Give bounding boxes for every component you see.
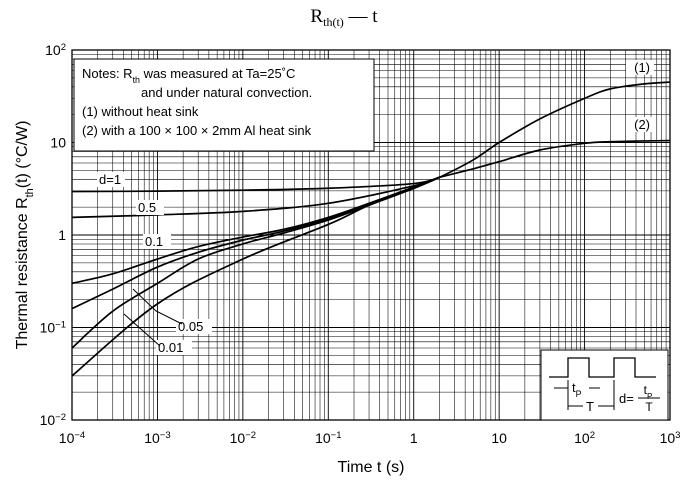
y-tick-label: 10 <box>50 135 66 151</box>
series-line-01 <box>71 176 440 285</box>
curve-label-bg <box>143 234 171 249</box>
curve-label-bg <box>626 60 654 75</box>
x-tick-label: 102 <box>574 430 595 447</box>
chart-title: Rth(t) — t <box>0 6 688 30</box>
inset-frame <box>540 349 669 421</box>
curve-label-bg <box>97 172 125 187</box>
plot-frame <box>71 49 671 421</box>
y-axis-label: Thermal resistance Rth(t) (°C/W) <box>14 121 36 350</box>
notes-line-3: (1) without heat sink <box>82 104 199 119</box>
curve-label: 0.1 <box>145 234 163 249</box>
notes-line-1: Notes: Rth was measured at Ta=25˚C <box>82 66 295 85</box>
curve-label: d=1 <box>99 172 121 187</box>
curve-label-bg <box>626 117 654 132</box>
y-tick-label: 10−1 <box>40 319 66 336</box>
inset-tp-label: tP <box>572 380 582 399</box>
inset-T-label: T <box>586 399 594 414</box>
title-sub: th(t) <box>323 15 344 29</box>
curve-label: 0.01 <box>158 340 183 355</box>
curve-label-bg <box>136 200 164 215</box>
leader-line-001 <box>123 313 161 347</box>
title-main: R <box>310 6 324 27</box>
notes-frame <box>73 58 375 152</box>
notes-line-4: (2) with a 100 × 100 × 2mm Al heat sink <box>82 123 312 138</box>
x-tick-label: 1 <box>410 430 418 446</box>
inset-formula-num: tP <box>644 383 653 401</box>
inset-formula-den: T <box>645 400 653 414</box>
x-tick-label: 10−2 <box>230 430 256 447</box>
curve-label: 0.05 <box>178 319 203 334</box>
series-line-2 <box>439 139 671 179</box>
x-tick-label: 10−4 <box>59 430 86 447</box>
title-rest: — t <box>343 6 378 27</box>
series-line-d1 <box>71 176 440 193</box>
leader-line-005 <box>132 288 183 325</box>
inset-formula-lhs: d= <box>619 391 634 406</box>
curve-label: 0.5 <box>138 200 156 215</box>
pulse-waveform <box>549 357 656 378</box>
curve-label-bg <box>176 319 212 334</box>
x-tick-label: 10 <box>491 430 507 446</box>
x-tick-label: 10−1 <box>315 430 341 447</box>
y-tick-label: 1 <box>58 227 66 243</box>
y-tick-label: 102 <box>45 42 66 59</box>
notes-line-2: and under natural convection. <box>141 85 312 100</box>
curve-label: (2) <box>634 117 650 132</box>
curve-label: (1) <box>634 60 650 75</box>
series-line-05 <box>71 176 440 219</box>
series-group <box>71 81 671 377</box>
x-tick-label: 10−3 <box>144 430 170 447</box>
curve-label-bg <box>156 340 192 355</box>
x-axis-label: Time t (s) <box>338 459 405 476</box>
x-tick-label: 103 <box>660 430 681 447</box>
y-tick-label: 10−2 <box>40 412 66 429</box>
